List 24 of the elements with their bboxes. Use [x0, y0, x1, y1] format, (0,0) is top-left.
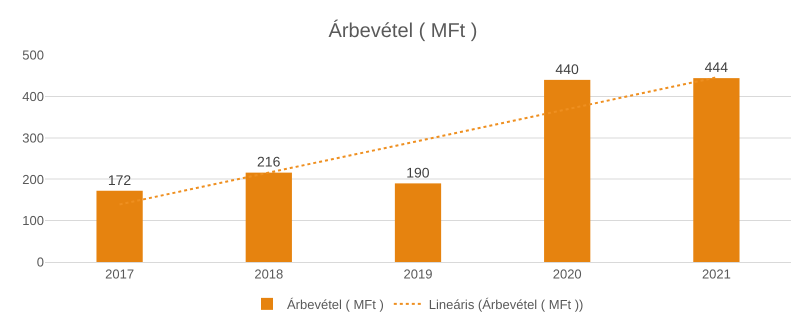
- y-tick-label: 200: [22, 172, 44, 187]
- y-tick-label: 0: [36, 254, 44, 270]
- y-tick-label: 100: [22, 213, 44, 228]
- data-label: 440: [555, 60, 579, 77]
- y-tick-label: 500: [22, 48, 44, 63]
- y-tick-label: 300: [22, 130, 44, 146]
- chart-title: Árbevétel ( MFt ): [328, 19, 478, 42]
- data-label: 216: [257, 154, 281, 170]
- data-label: 172: [108, 172, 132, 188]
- x-tick-label: 2019: [404, 266, 432, 282]
- legend-label: Lineáris (Árbevétel ( MFt )): [428, 296, 584, 312]
- data-label: 444: [704, 59, 728, 76]
- bar: [544, 80, 590, 262]
- bar: [246, 172, 292, 262]
- bar: [693, 78, 740, 262]
- x-tick-label: 2020: [552, 266, 582, 282]
- x-tick-label: 2017: [105, 266, 134, 282]
- bar: [394, 183, 442, 262]
- bar: [96, 190, 143, 262]
- y-tick-label: 400: [22, 88, 44, 104]
- data-label: 190: [406, 164, 430, 180]
- x-tick-label: 2021: [702, 266, 731, 282]
- legend-label: Árbevétel ( MFt ): [287, 296, 384, 312]
- x-tick-label: 2018: [254, 266, 284, 282]
